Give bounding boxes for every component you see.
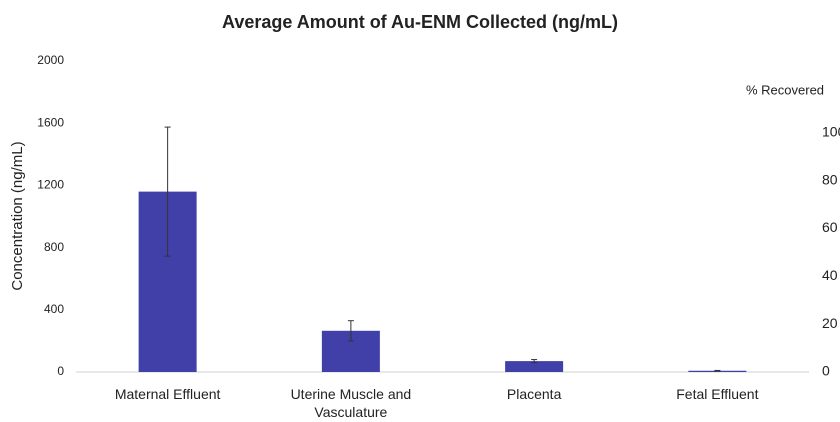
y-tick-label: 1600: [37, 115, 64, 129]
error-bar: [531, 359, 538, 364]
y-tick-label: 0: [57, 364, 64, 378]
error-bar: [164, 126, 171, 257]
y2-tick-label: 0: [822, 363, 830, 379]
y2-tick-label: 40: [822, 267, 838, 283]
x-tick-label: Fetal Effluent: [676, 386, 759, 402]
y2-axis-label: % Recovered: [746, 82, 824, 97]
y2-tick-label: 60: [822, 219, 838, 235]
y-axis-label: Concentration (ng/mL): [9, 141, 26, 290]
x-tick-label: Maternal Effluent: [114, 386, 221, 402]
y-tick-label: 2000: [37, 53, 64, 67]
y2-tick-label: 20: [822, 315, 838, 331]
x-tick-label: Uterine Muscle and Vasculature: [290, 386, 412, 420]
y-tick-label: 400: [44, 302, 64, 316]
bar: [505, 361, 564, 372]
error-bar: [714, 369, 721, 372]
y-tick-label: 800: [44, 240, 64, 254]
y2-tick-label: 80: [822, 171, 838, 187]
chart-title: Average Amount of Au-ENM Collected (ng/m…: [222, 12, 618, 32]
y2-tick-label: 100: [822, 123, 840, 139]
y-tick-label: 1200: [37, 178, 64, 192]
error-bar: [347, 320, 354, 342]
x-tick-label: Placenta: [506, 386, 562, 402]
